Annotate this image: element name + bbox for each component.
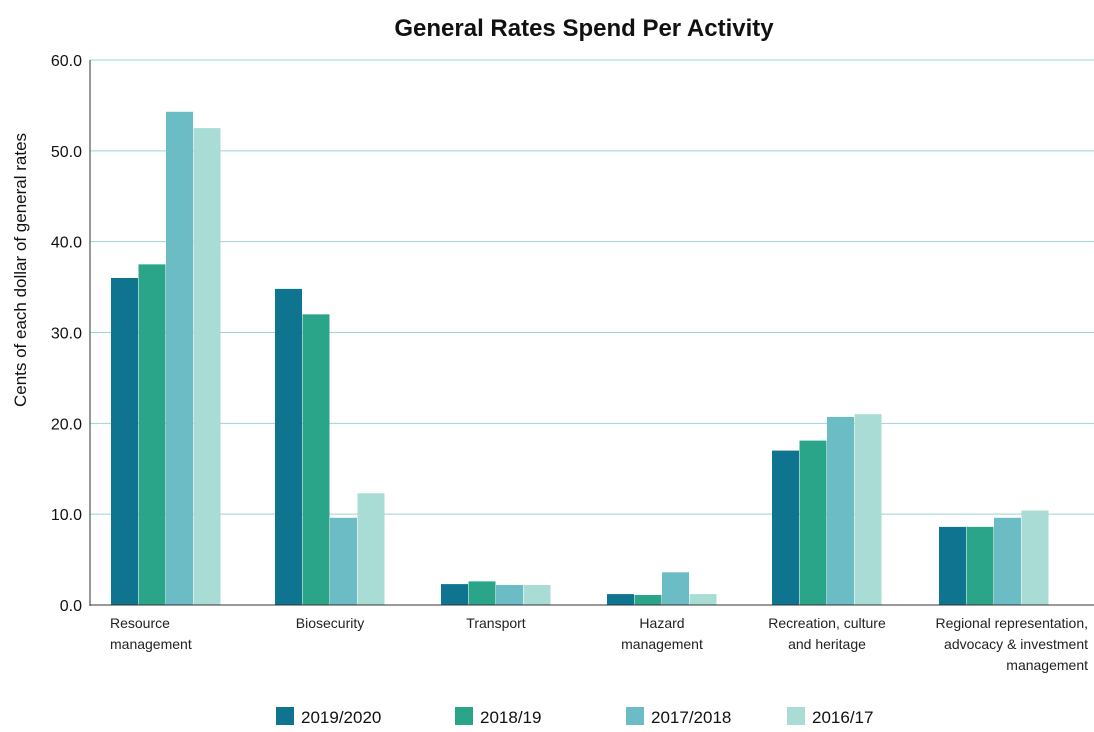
- x-tick-label: Regional representation,: [935, 615, 1088, 631]
- bar-2017-2018-1: [330, 517, 357, 605]
- bar-2016-17-0: [193, 128, 221, 605]
- bar-2018-19-4: [799, 440, 827, 605]
- x-tick-label: Biosecurity: [296, 615, 364, 631]
- bar-2019-2020-5: [939, 526, 966, 605]
- legend-label: 2019/2020: [301, 708, 381, 727]
- x-tick-label: Hazard: [639, 615, 684, 631]
- y-tick-label: 20.0: [51, 416, 82, 433]
- bar-2018-19-5: [966, 526, 994, 605]
- bar-2016-17-5: [1021, 510, 1049, 605]
- bar-2016-17-1: [357, 493, 385, 605]
- legend: 2019/2020 2018/19 2017/2018 2016/17: [276, 707, 873, 727]
- y-tick-label: 0.0: [60, 598, 82, 615]
- bar-2019-2020-4: [772, 450, 799, 605]
- bar-2018-19-3: [634, 595, 662, 605]
- bar-2017-2018-5: [994, 517, 1021, 605]
- bar-2016-17-3: [689, 594, 717, 605]
- bar-2017-2018-0: [166, 111, 193, 606]
- bar-2019-2020-1: [275, 288, 302, 605]
- x-axis-labels: Resource management Biosecurity Transport Ha…: [110, 615, 1088, 673]
- bar-2019-2020-2: [441, 584, 468, 605]
- chart-title: General Rates Spend Per Activity: [394, 15, 774, 42]
- bar-2018-19-0: [138, 264, 166, 605]
- x-tick-label: management: [621, 636, 703, 652]
- bar-2019-2020-3: [607, 594, 634, 605]
- x-tick-label: Transport: [466, 615, 526, 631]
- bar-2016-17-4: [854, 414, 882, 605]
- legend-swatch: [276, 707, 294, 725]
- y-axis-ticks: 0.0 10.0 20.0 30.0 40.0 50.0 60.0: [51, 53, 82, 615]
- bar-2016-17-2: [523, 585, 551, 605]
- x-tick-label: management: [1006, 657, 1088, 673]
- legend-label: 2017/2018: [651, 708, 731, 727]
- x-tick-label: and heritage: [788, 636, 866, 652]
- bar-2019-2020-0: [111, 278, 138, 605]
- bar-2017-2018-2: [496, 585, 523, 605]
- y-axis-label: Cents of each dollar of general rates: [11, 133, 30, 407]
- bar-2017-2018-4: [827, 416, 854, 605]
- legend-swatch: [455, 707, 473, 725]
- legend-label: 2016/17: [812, 708, 873, 727]
- gridlines: [90, 59, 1094, 515]
- x-tick-label: advocacy & investment: [944, 636, 1088, 652]
- y-tick-label: 50.0: [51, 144, 82, 161]
- bars: [111, 111, 1049, 606]
- y-tick-label: 40.0: [51, 235, 82, 252]
- bar-2017-2018-3: [662, 572, 689, 605]
- legend-label: 2018/19: [480, 708, 541, 727]
- y-tick-label: 10.0: [51, 507, 82, 524]
- x-tick-label: Resource: [110, 615, 170, 631]
- legend-swatch: [787, 707, 805, 725]
- y-tick-label: 60.0: [51, 53, 82, 70]
- bar-2018-19-2: [468, 581, 496, 605]
- y-tick-label: 30.0: [51, 326, 82, 343]
- x-tick-label: management: [110, 636, 192, 652]
- x-tick-label: Recreation, culture: [768, 615, 886, 631]
- legend-swatch: [626, 707, 644, 725]
- bar-2018-19-1: [302, 314, 330, 605]
